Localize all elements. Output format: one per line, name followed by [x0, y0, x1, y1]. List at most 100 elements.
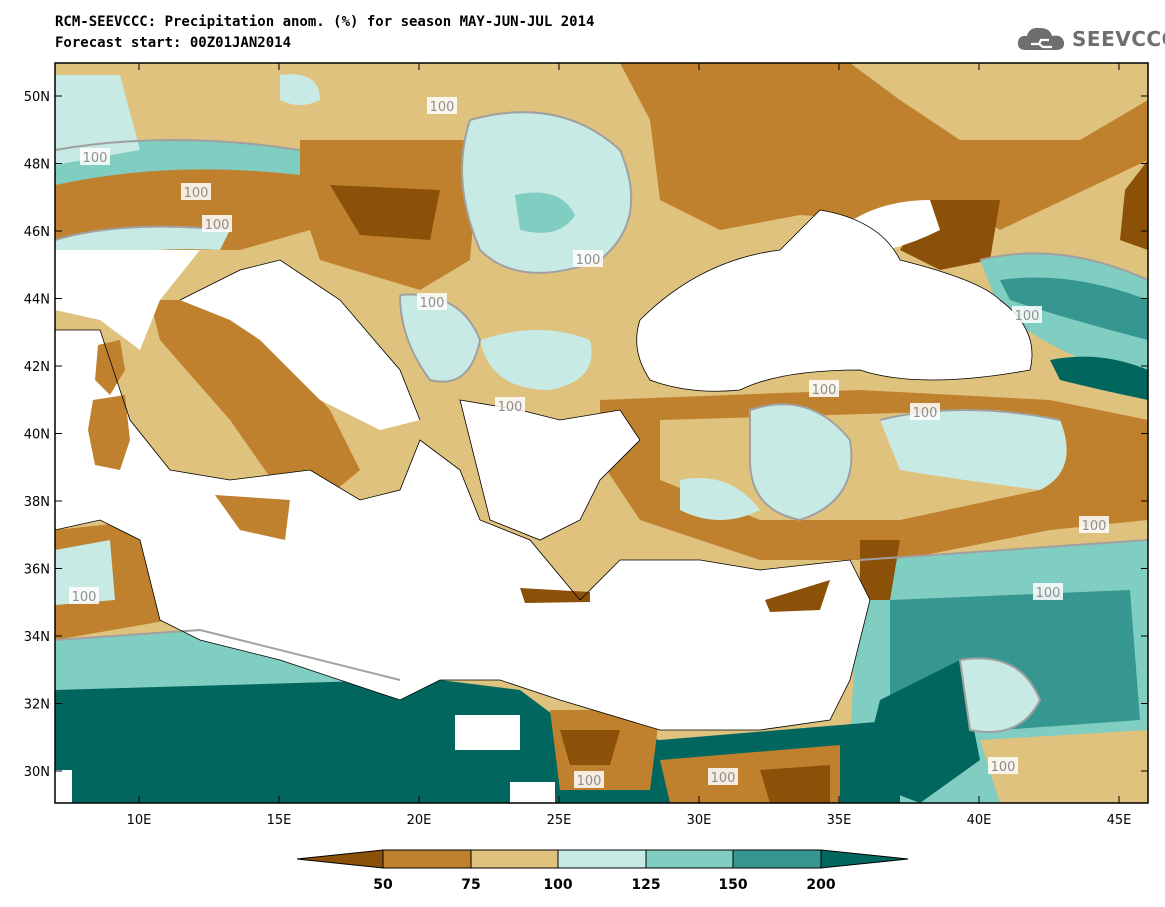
contour-label-100: 100: [72, 590, 97, 605]
contour-label-bg: [1012, 306, 1042, 323]
anomaly-zone-serbia-wet: [400, 294, 480, 382]
contour-label-100: 100: [576, 253, 601, 268]
contour-label-100: 100: [420, 296, 445, 311]
colorbar-label: 200: [806, 877, 835, 893]
anomaly-zone-anatolia-wet: [750, 404, 852, 520]
contour-label-100: 100: [991, 760, 1016, 775]
contour-label-bg: [1079, 516, 1109, 533]
aegean-sea: [460, 400, 640, 540]
sardinia-island: [88, 395, 130, 470]
contour-label-bg: [427, 97, 457, 114]
lon-tick-label: 10E: [127, 813, 152, 828]
anomaly-zone-caucasus-wettest: [1050, 356, 1148, 400]
lon-tick-label: 35E: [827, 813, 852, 828]
contour-label-bg: [69, 587, 99, 604]
lat-tick-label: 42N: [24, 360, 50, 375]
missing-data-patch: [510, 782, 555, 803]
map-title: RCM-SEEVCCC: Precipitation anom. (%) for…: [55, 14, 595, 30]
anomaly-zone-po-valley-wet: [55, 226, 230, 270]
colorbar-segment: [732, 849, 822, 869]
sicily-island: [215, 495, 290, 540]
colorbar: 50 75 100 125 150 200: [296, 849, 909, 893]
latitude-axis: 50N 48N 46N 44N 42N 40N 38N 36N 34N 32N 30N: [24, 90, 1148, 780]
contour-label-bg: [417, 293, 447, 310]
contour-label-100: 100: [1036, 586, 1061, 601]
contour-label-100: 100: [430, 100, 455, 115]
lon-tick-label: 30E: [687, 813, 712, 828]
lat-tick-label: 50N: [24, 90, 50, 105]
anomaly-zone-austria-very-dry: [330, 185, 440, 240]
anomaly-zone-russia-normal: [850, 63, 1148, 140]
colorbar-segment: [382, 849, 472, 869]
lat-tick-label: 36N: [24, 563, 50, 578]
colorbar-label: 100: [543, 877, 572, 893]
lat-tick-label: 30N: [24, 765, 50, 780]
contour-label-100: 100: [913, 406, 938, 421]
contour-label-bg: [573, 250, 603, 267]
anomaly-zone-east-turkey-wet: [880, 410, 1067, 490]
lat-tick-label: 38N: [24, 495, 50, 510]
contour-label-bg: [809, 380, 839, 397]
coastlines: [55, 209, 1033, 731]
lon-tick-label: 25E: [547, 813, 572, 828]
forecast-start-label: Forecast start: 00Z01JAN2014: [55, 35, 292, 51]
longitude-axis: 10E 15E 20E 25E 30E 35E 40E 45E: [127, 63, 1132, 828]
anomaly-zone-caucasus-wetter: [1000, 277, 1148, 340]
contour-100-lines: [55, 111, 1148, 733]
contour-label-100: 100: [577, 774, 602, 789]
contour-label-bg: [80, 148, 110, 165]
anomaly-zone-romania-wet: [462, 112, 632, 273]
cyprus-island: [765, 580, 830, 612]
crete-island: [520, 588, 590, 603]
anomaly-zone-syria-very-dry: [860, 540, 900, 600]
lat-tick-label: 48N: [24, 158, 50, 173]
colorbar-segment-below-50: [296, 849, 384, 869]
lon-tick-label: 45E: [1107, 813, 1132, 828]
colorbar-segment: [645, 849, 734, 869]
anomaly-zone-maghreb-wet: [55, 630, 400, 690]
lon-tick-label: 40E: [967, 813, 992, 828]
lat-tick-label: 44N: [24, 293, 50, 308]
anomaly-zone-romania-wetter: [515, 192, 575, 233]
anomaly-zone-nile-very-dry: [760, 765, 830, 803]
contour-label-bg: [1033, 583, 1063, 600]
missing-data-patch: [55, 770, 72, 803]
contour-label-bg: [202, 215, 232, 232]
cloud-icon: [1017, 27, 1065, 50]
colorbar-segment: [557, 849, 647, 869]
lat-tick-label: 40N: [24, 428, 50, 443]
colorbar-segment-above-200: [820, 849, 909, 869]
colorbar-label: 150: [718, 877, 747, 893]
lat-tick-label: 46N: [24, 225, 50, 240]
map-fields: [55, 63, 1148, 803]
colorbar-label: 75: [461, 877, 480, 893]
contour-label-bg: [708, 768, 738, 785]
anomaly-zone-south-turkey-wet: [680, 478, 760, 520]
contour-labels: 100 100 100 100 100 100 100 100 100 100 100 100 100 1…: [69, 97, 1109, 789]
logo-text: SEEVCCC: [1072, 27, 1165, 51]
contour-label-100: 100: [812, 383, 837, 398]
seevccc-logo: SEEVCCC: [1016, 22, 1165, 56]
lat-tick-label: 32N: [24, 698, 50, 713]
mediterranean-sea: [55, 330, 870, 730]
contour-label-bg: [574, 771, 604, 788]
contour-label-100: 100: [498, 400, 523, 415]
colorbar-label: 50: [373, 877, 393, 893]
anomaly-zone-bulgaria-wet: [480, 330, 592, 390]
black-sea: [636, 210, 1032, 392]
lat-tick-label: 34N: [24, 630, 50, 645]
contour-label-bg: [495, 397, 525, 414]
anomaly-zone-jordan-wet: [960, 658, 1040, 732]
contour-label-100: 100: [711, 771, 736, 786]
contour-label-100: 100: [205, 218, 230, 233]
contour-label-100: 100: [1015, 309, 1040, 324]
lon-tick-label: 20E: [407, 813, 432, 828]
contour-label-100: 100: [184, 186, 209, 201]
contour-label-100: 100: [83, 151, 108, 166]
contour-label-bg: [181, 183, 211, 200]
contour-label-bg: [910, 403, 940, 420]
ligurian-sea: [55, 250, 200, 350]
anomaly-zone-germany-wet: [280, 74, 320, 105]
colorbar-segment: [470, 849, 559, 869]
